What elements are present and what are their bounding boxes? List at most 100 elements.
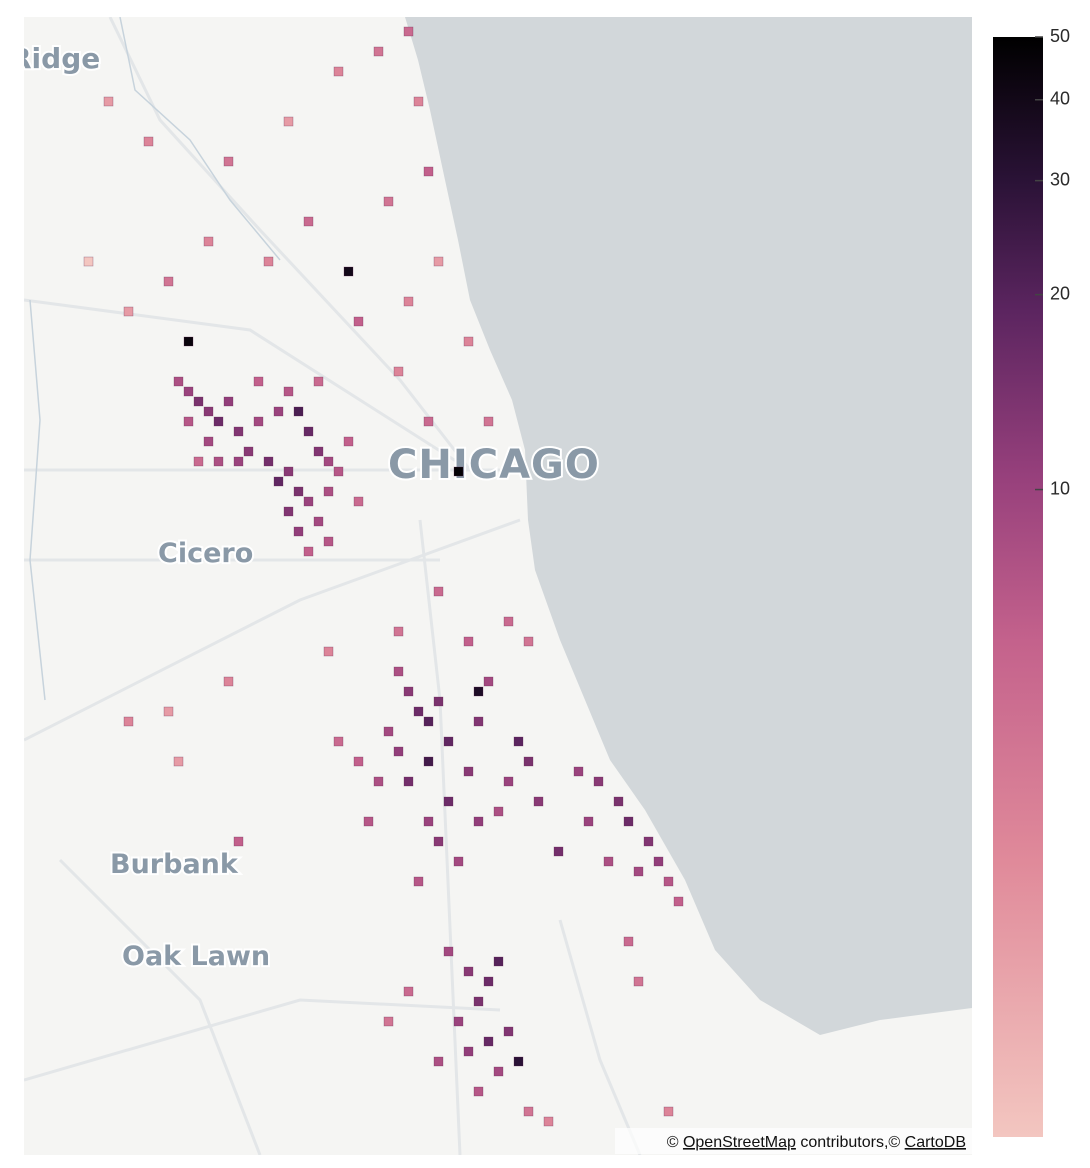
density-cell <box>313 376 324 387</box>
density-cell <box>163 706 174 717</box>
density-cell <box>303 546 314 557</box>
density-cell <box>263 456 274 467</box>
density-cell <box>443 946 454 957</box>
density-cell <box>83 256 94 267</box>
density-cell <box>283 386 294 397</box>
density-cell <box>393 746 404 757</box>
density-cell <box>463 336 474 347</box>
density-cell <box>433 586 444 597</box>
rivers <box>29 17 281 701</box>
density-cell <box>463 1046 474 1057</box>
density-cell <box>583 816 594 827</box>
density-cell <box>363 816 374 827</box>
density-cell <box>403 296 414 307</box>
density-cell <box>483 416 494 427</box>
density-cell <box>593 776 604 787</box>
density-cell <box>573 766 584 777</box>
density-cell <box>403 986 414 997</box>
density-cell <box>383 726 394 737</box>
density-cell <box>383 196 394 207</box>
colorbar-tick-label: 10 <box>1050 478 1070 498</box>
place-label: Ridge <box>10 42 100 75</box>
density-cell <box>433 1056 444 1067</box>
density-cell <box>303 216 314 227</box>
density-cell <box>233 426 244 437</box>
density-cell <box>473 816 484 827</box>
density-cell <box>163 276 174 287</box>
colorbar-tick-label: 40 <box>1050 88 1070 108</box>
lake <box>405 17 972 1035</box>
density-cell <box>473 996 484 1007</box>
density-cell <box>183 336 194 347</box>
colorbar-tick-label: 20 <box>1050 283 1070 303</box>
density-cell <box>663 1106 674 1117</box>
density-cell <box>173 376 184 387</box>
density-cell <box>283 466 294 477</box>
colorbar-ticks: 10 20 30 40 50 <box>1035 26 1070 498</box>
density-cell <box>203 436 214 447</box>
colorbar-tick-label: 30 <box>1050 169 1070 189</box>
density-cell <box>433 696 444 707</box>
density-cell <box>323 486 334 497</box>
density-cell <box>293 406 304 417</box>
density-cell <box>513 736 524 747</box>
density-cell <box>633 866 644 877</box>
density-cell <box>423 416 434 427</box>
density-cells <box>83 26 684 1127</box>
place-label: CHICAGO <box>388 442 600 488</box>
density-cell <box>123 306 134 317</box>
density-cell <box>193 456 204 467</box>
density-cell <box>463 636 474 647</box>
density-cell <box>453 466 464 477</box>
density-cell <box>223 676 234 687</box>
basemap: Ridge CHICAGO Cicero Burbank Oak Lawn <box>10 17 972 1155</box>
density-cell <box>223 156 234 167</box>
carto-link[interactable]: CartoDB <box>905 1134 966 1151</box>
density-cell <box>453 1016 464 1027</box>
density-cell <box>343 266 354 277</box>
density-cell <box>173 756 184 767</box>
density-cell <box>423 166 434 177</box>
density-cell <box>493 1066 504 1077</box>
density-cell <box>413 876 424 887</box>
density-cell <box>263 256 274 267</box>
density-cell <box>123 716 134 727</box>
density-cell <box>333 466 344 477</box>
density-cell <box>663 876 674 887</box>
osm-link[interactable]: OpenStreetMap <box>683 1134 796 1151</box>
density-cell <box>313 516 324 527</box>
density-cell <box>323 536 334 547</box>
density-cell <box>653 856 664 867</box>
density-cell <box>463 966 474 977</box>
density-cell <box>333 66 344 77</box>
density-cell <box>213 416 224 427</box>
attribution-bg <box>615 1128 972 1154</box>
density-cell <box>273 406 284 417</box>
density-cell <box>513 1056 524 1067</box>
density-cell <box>393 626 404 637</box>
density-cell <box>193 396 204 407</box>
density-cell <box>433 256 444 267</box>
density-cell <box>203 406 214 417</box>
density-cell <box>453 856 464 867</box>
density-cell <box>553 846 564 857</box>
density-cell <box>463 766 474 777</box>
density-cell <box>403 686 414 697</box>
density-cell <box>403 776 414 787</box>
density-cell <box>353 316 364 327</box>
density-cell <box>353 496 364 507</box>
density-cell <box>443 796 454 807</box>
density-cell <box>253 416 264 427</box>
density-cell <box>373 46 384 57</box>
density-cell <box>603 856 614 867</box>
density-cell <box>423 716 434 727</box>
colorbar <box>993 37 1043 1137</box>
density-cell <box>383 1016 394 1027</box>
density-cell <box>483 676 494 687</box>
density-cell <box>293 486 304 497</box>
density-cell <box>183 386 194 397</box>
place-label: Burbank <box>110 849 239 880</box>
density-cell <box>203 236 214 247</box>
density-cell <box>183 416 194 427</box>
